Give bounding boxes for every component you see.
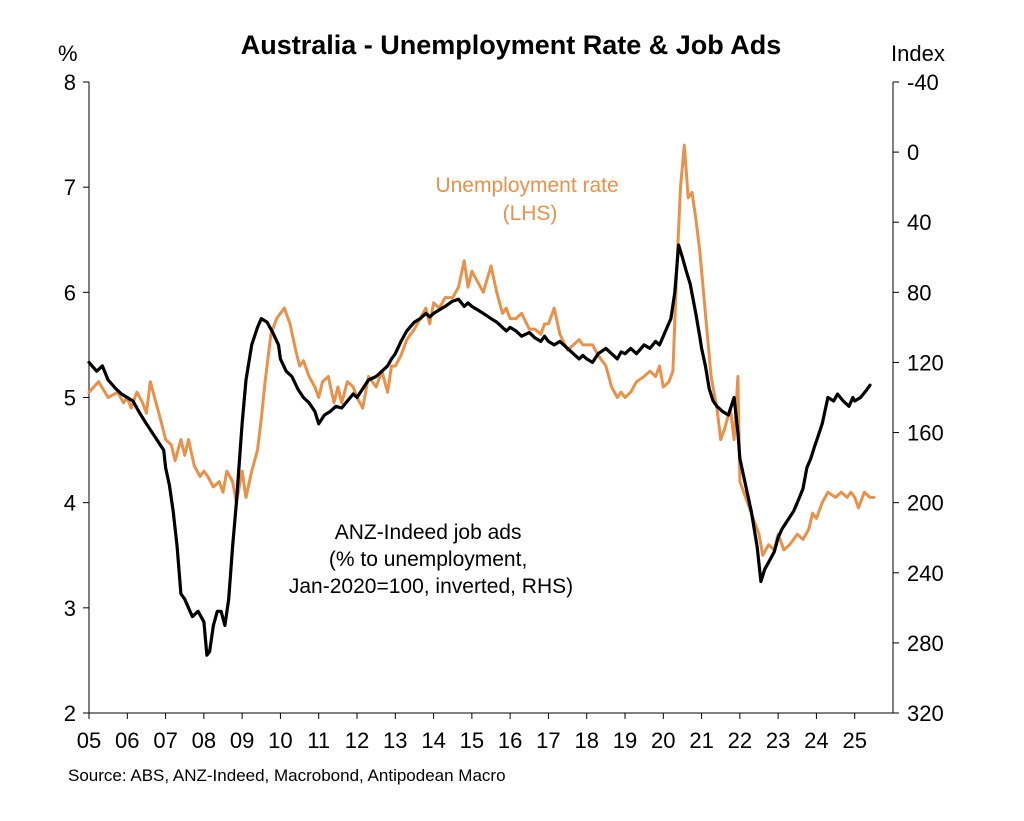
x-tick-label: 10 [268,728,292,753]
x-tick-label: 13 [383,728,407,753]
x-tick-label: 06 [115,728,139,753]
job-ads-label-line-1: ANZ-Indeed job ads [335,521,522,544]
unemployment-rate-line [87,143,876,557]
x-tick-label: 17 [536,728,560,753]
x-tick-label: 16 [498,728,522,753]
left-tick-label: 5 [64,386,76,411]
unemployment-label-line-1: Unemployment rate [435,174,618,197]
x-tick-label: 25 [842,728,866,753]
right-axis-ticks: -40 0 40 80 120 160 200 240 280 320 [893,70,944,726]
right-tick-label: 80 [907,280,931,305]
x-tick-label: 22 [728,728,752,753]
left-axis-unit: % [58,41,78,66]
job-ads-label-line-2: (% to unemployment, [329,548,527,571]
job-ads-label-line-3: Jan-2020=100, inverted, RHS) [289,575,573,598]
x-tick-label: 14 [421,728,445,753]
right-tick-label: 320 [907,701,944,726]
right-tick-label: 160 [907,421,944,446]
x-axis-ticks: 05 06 07 08 09 10 11 12 13 14 15 16 17 18 19 20 21 22 23 24… [77,713,867,753]
unemployment-label-line-2: (LHS) [503,202,558,225]
chart-title: Australia - Unemployment Rate & Job Ads [241,30,782,60]
x-tick-label: 24 [804,728,828,753]
left-tick-label: 3 [64,596,76,621]
x-tick-label: 09 [230,728,254,753]
x-tick-label: 07 [153,728,177,753]
right-tick-label: 40 [907,210,931,235]
right-tick-label: 120 [907,350,944,375]
x-tick-label: 05 [77,728,101,753]
x-tick-label: 19 [613,728,637,753]
x-tick-label: 12 [345,728,369,753]
unemployment-label: Unemployment rate (LHS) [435,174,624,225]
x-tick-label: 20 [651,728,675,753]
right-axis-unit: Index [891,41,945,66]
x-tick-label: 21 [689,728,713,753]
right-tick-label: 0 [907,140,919,165]
x-tick-label: 08 [192,728,216,753]
x-tick-label: 18 [574,728,598,753]
source-note: Source: ABS, ANZ-Indeed, Macrobond, Anti… [68,766,506,785]
left-tick-label: 7 [64,175,76,200]
job-ads-label: ANZ-Indeed job ads (% to unemployment, J… [289,521,573,598]
left-tick-label: 4 [64,491,76,516]
series-layer [87,143,876,657]
x-tick-label: 15 [460,728,484,753]
x-tick-label: 23 [766,728,790,753]
x-tick-label: 11 [307,728,330,753]
right-tick-label: 240 [907,561,944,586]
right-tick-label: -40 [907,70,939,95]
right-tick-label: 280 [907,631,944,656]
left-tick-label: 6 [64,280,76,305]
left-tick-label: 8 [64,70,76,95]
job-ads-line [87,243,872,657]
left-tick-label: 2 [64,701,76,726]
left-axis-ticks: 2 3 4 5 6 7 8 [64,70,89,726]
right-tick-label: 200 [907,491,944,516]
